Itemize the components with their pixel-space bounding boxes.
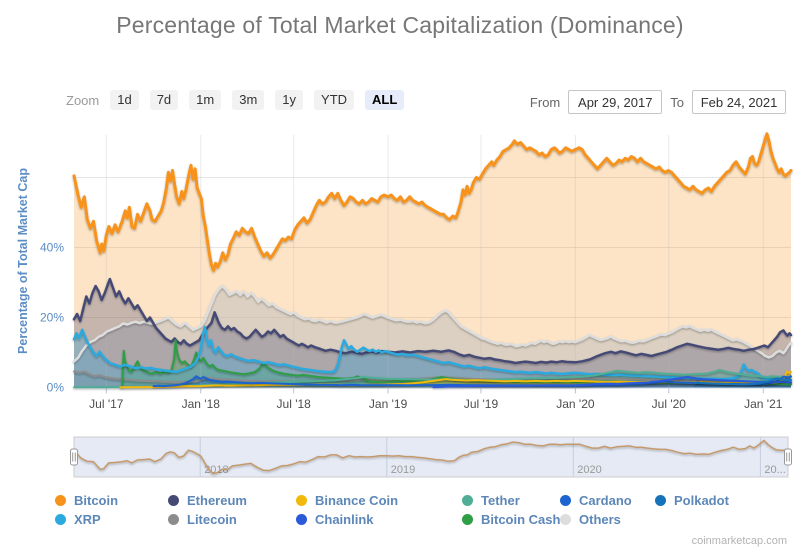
zoom-button-7d[interactable]: 7d (149, 90, 179, 111)
legend-item-ethereum[interactable]: Ethereum (168, 492, 247, 508)
legend-label: Bitcoin Cash (481, 511, 561, 527)
to-label: To (670, 94, 684, 110)
x-axis-label: Jul '19 (464, 397, 499, 411)
legend-label: Tether (481, 492, 520, 508)
y-axis-label: 0% (47, 381, 65, 395)
zoom-button-3m[interactable]: 3m (232, 90, 265, 111)
legend-item-binance-coin[interactable]: Binance Coin (296, 492, 398, 508)
legend-label: Cardano (579, 492, 632, 508)
series-line-polkadot (693, 377, 792, 386)
x-axis-label: Jan '18 (182, 397, 221, 411)
legend-item-others[interactable]: Others (560, 511, 621, 527)
series-area-polkadot (694, 378, 791, 388)
page-title: Percentage of Total Market Capitalizatio… (116, 12, 684, 38)
bitcoin-marker-icon (55, 494, 66, 506)
date-range-selector: From To (530, 90, 786, 114)
legend-item-bitcoin[interactable]: Bitcoin (55, 492, 118, 508)
x-axis-label: Jul '20 (652, 397, 687, 411)
from-date-input[interactable] (568, 90, 663, 114)
legend-item-cardano[interactable]: Cardano (560, 492, 632, 508)
y-axis-title: Percentage of Total Market Cap (16, 168, 30, 354)
watermark: coinmarketcap.com (691, 535, 787, 547)
series-line-bitcoin (72, 132, 793, 272)
navigator[interactable]: 2018 2019 2020 20... (70, 436, 792, 478)
xrp-marker-icon (55, 513, 66, 525)
chart-controls: Zoom 1d 7d 1m 3m 1y YTD ALL From To (0, 90, 800, 116)
zoom-label: Zoom (66, 92, 100, 108)
series-line-xrp (72, 325, 793, 382)
navigator-year-label: 20... (764, 464, 785, 476)
navigator-year-label: 2019 (391, 464, 415, 476)
from-label: From (529, 94, 561, 110)
series-line-litecoin (73, 370, 792, 384)
legend-label: Litecoin (187, 511, 237, 527)
navigator-year-label: 2020 (577, 464, 601, 476)
x-axis-label: Jul '17 (89, 397, 124, 411)
x-axis-label: Jan '20 (556, 397, 595, 411)
series-line-ethereum (72, 277, 793, 365)
zoom-button-all[interactable]: ALL (365, 90, 405, 111)
bitcoin-cash-marker-icon (462, 513, 473, 525)
navigator-series-line (73, 439, 789, 475)
series-line-chainlink (432, 376, 792, 389)
x-axis-label: Jul '18 (277, 397, 312, 411)
legend-label: Bitcoin (74, 492, 119, 508)
polkadot-marker-icon (655, 494, 666, 506)
zoom-button-1m[interactable]: 1m (189, 90, 222, 111)
legend-item-tether[interactable]: Tether (462, 492, 520, 508)
zoom-range-selector: Zoom 1d 7d 1m 3m 1y YTD ALL (66, 90, 405, 111)
series-line-tether (73, 369, 792, 389)
cardano-marker-icon (560, 494, 571, 506)
ethereum-marker-icon (168, 494, 179, 506)
series-area-others (74, 286, 791, 388)
legend-item-bitcoin-cash[interactable]: Bitcoin Cash (462, 511, 560, 527)
zoom-button-1d[interactable]: 1d (110, 90, 139, 111)
zoom-buttons: 1d 7d 1m 3m 1y YTD ALL (110, 90, 405, 111)
y-axis-label: 40% (40, 241, 64, 255)
navigator-year-label: 2018 (204, 464, 228, 476)
legend-item-polkadot[interactable]: Polkadot (655, 492, 729, 508)
tether-marker-icon (462, 494, 473, 506)
litecoin-marker-icon (168, 513, 179, 525)
others-marker-icon (560, 513, 571, 525)
legend-label: Polkadot (674, 492, 729, 508)
legend-label: Binance Coin (315, 492, 399, 508)
x-axis-label: Jan '19 (369, 397, 408, 411)
navigator-handle-right[interactable] (784, 448, 792, 466)
zoom-button-ytd[interactable]: YTD (314, 90, 355, 111)
navigator-handle-left[interactable] (70, 448, 78, 466)
legend-label: XRP (74, 511, 101, 527)
chainlink-marker-icon (296, 513, 307, 525)
x-axis-label: Jan '21 (744, 397, 783, 411)
legend-label: Chainlink (315, 511, 374, 527)
legend-label: Others (579, 511, 621, 527)
binance-coin-marker-icon (296, 494, 307, 506)
legend-item-xrp[interactable]: XRP (55, 511, 101, 527)
legend-item-litecoin[interactable]: Litecoin (168, 511, 237, 527)
legend-label: Ethereum (187, 492, 247, 508)
legend-item-chainlink[interactable]: Chainlink (296, 511, 374, 527)
zoom-button-1y[interactable]: 1y (275, 90, 304, 111)
to-date-input[interactable] (692, 90, 786, 114)
y-axis-label: 20% (40, 311, 64, 325)
series-area-bitcoin-cash (122, 340, 791, 388)
series-line-others (72, 284, 793, 363)
